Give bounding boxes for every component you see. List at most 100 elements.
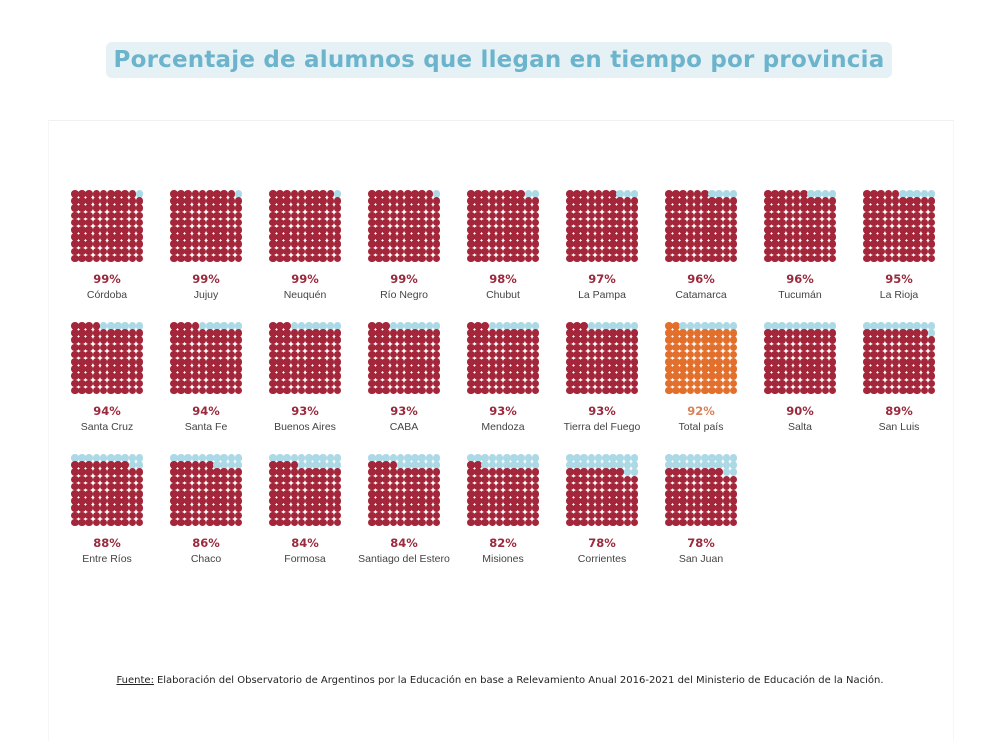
empty-dot <box>107 454 115 462</box>
filled-dot <box>672 518 680 527</box>
filled-dot <box>573 226 581 234</box>
filled-dot <box>184 468 192 476</box>
filled-dot <box>488 482 497 491</box>
filled-dot <box>814 240 822 248</box>
filled-dot <box>425 358 434 366</box>
filled-dot <box>333 247 342 256</box>
filled-dot <box>778 365 786 373</box>
filled-dot <box>290 497 299 505</box>
filled-dot <box>517 511 525 520</box>
province-label: Entre Ríos <box>82 553 132 565</box>
filled-dot <box>382 490 390 498</box>
filled-dot <box>333 511 342 520</box>
filled-dot <box>686 504 695 512</box>
filled-dot <box>481 211 489 220</box>
filled-dot <box>679 504 687 512</box>
filled-dot <box>107 329 115 337</box>
percent-label: 97% <box>588 272 616 286</box>
filled-dot <box>566 343 574 352</box>
filled-dot <box>99 218 108 227</box>
empty-dot <box>404 461 412 469</box>
filled-dot <box>566 365 574 373</box>
empty-dot <box>778 322 786 330</box>
filled-dot <box>884 365 893 373</box>
filled-dot <box>517 372 525 380</box>
filled-dot <box>609 475 617 484</box>
filled-dot <box>312 197 320 205</box>
filled-dot <box>78 490 86 498</box>
empty-dot <box>701 322 709 330</box>
filled-dot <box>191 233 200 241</box>
filled-dot <box>693 247 702 256</box>
filled-dot <box>679 386 687 395</box>
filled-dot <box>411 490 419 498</box>
filled-dot <box>863 343 871 352</box>
filled-dot <box>870 365 878 373</box>
filled-dot <box>616 197 624 205</box>
filled-dot <box>672 379 680 388</box>
filled-dot <box>333 497 342 505</box>
filled-dot <box>891 204 900 212</box>
filled-dot <box>269 461 277 469</box>
filled-dot <box>771 254 779 263</box>
filled-dot <box>99 204 108 212</box>
empty-dot <box>927 190 936 198</box>
filled-dot <box>411 190 419 198</box>
filled-dot <box>594 190 603 198</box>
filled-dot <box>920 329 929 337</box>
waffle-grid <box>764 322 837 395</box>
waffle-grid <box>665 454 738 527</box>
filled-dot <box>587 482 596 491</box>
filled-dot <box>821 211 830 220</box>
filled-dot <box>800 336 808 344</box>
filled-dot <box>170 372 178 380</box>
filled-dot <box>630 343 639 352</box>
filled-dot <box>495 226 504 234</box>
filled-dot <box>764 190 772 198</box>
empty-dot <box>580 454 588 462</box>
filled-dot <box>312 518 320 527</box>
filled-dot <box>128 254 137 263</box>
empty-dot <box>807 322 815 330</box>
filled-dot <box>679 218 687 227</box>
filled-dot <box>729 197 738 205</box>
filled-dot <box>785 254 794 263</box>
filled-dot <box>510 468 518 476</box>
filled-dot <box>170 490 178 498</box>
filled-dot <box>891 197 900 205</box>
filled-dot <box>290 490 299 498</box>
filled-dot <box>467 197 475 205</box>
filled-dot <box>99 386 108 395</box>
filled-dot <box>396 204 405 212</box>
filled-dot <box>206 372 214 380</box>
empty-dot <box>573 461 581 469</box>
filled-dot <box>729 518 738 527</box>
filled-dot <box>198 329 207 337</box>
filled-dot <box>418 336 426 344</box>
empty-dot <box>276 454 284 462</box>
filled-dot <box>828 350 837 359</box>
empty-dot <box>686 454 695 462</box>
filled-dot <box>488 518 497 527</box>
filled-dot <box>467 372 475 380</box>
filled-dot <box>630 240 639 248</box>
filled-dot <box>488 254 497 263</box>
filled-dot <box>792 336 801 344</box>
filled-dot <box>630 518 639 527</box>
filled-dot <box>411 511 419 520</box>
filled-dot <box>128 379 137 388</box>
filled-dot <box>85 482 93 491</box>
filled-dot <box>602 386 610 395</box>
filled-dot <box>693 350 702 359</box>
filled-dot <box>220 190 228 198</box>
empty-dot <box>920 322 929 330</box>
filled-dot <box>382 350 390 359</box>
filled-dot <box>821 197 830 205</box>
filled-dot <box>234 386 243 395</box>
filled-dot <box>418 365 426 373</box>
filled-dot <box>821 204 830 212</box>
filled-dot <box>481 247 489 256</box>
filled-dot <box>191 461 200 469</box>
filled-dot <box>418 386 426 395</box>
filled-dot <box>814 197 822 205</box>
